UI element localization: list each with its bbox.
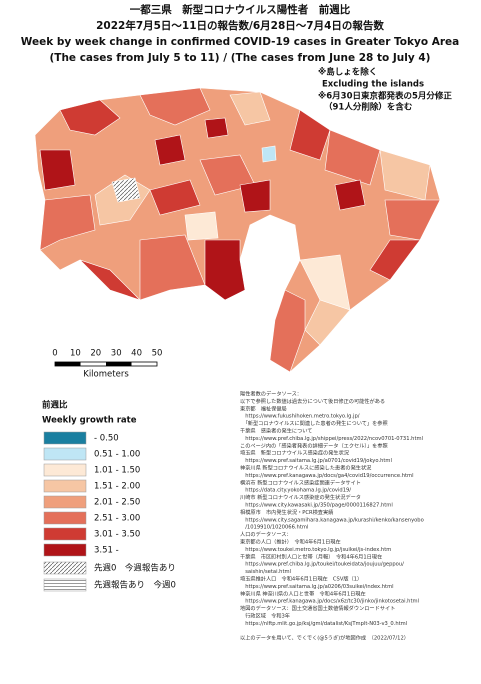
legend-swatch <box>43 495 87 509</box>
scale-bar <box>54 361 158 367</box>
legend-swatch <box>43 561 87 575</box>
source-line: saishin/setai.html <box>240 569 291 575</box>
legend-label: 1.01 - 1.50 <box>94 466 140 476</box>
source-line: https://nlftp.mlit.go.jp/ksj/gml/datalis… <box>240 621 407 627</box>
source-line: 埼玉県 新型コロナウイルス感染症の発生状況 <box>240 449 349 457</box>
source-line: 行政区域 令和3年 <box>240 612 290 620</box>
source-line: 神奈川県 神奈川県の人口と世帯 令和4年6月1日現在 <box>240 589 366 597</box>
source-line: https://data.city.yokohama.lg.jp/covid19… <box>240 488 351 494</box>
note: ※6月30日東京都発表の5月分修正 <box>318 91 452 102</box>
title-ja: 一都三県 新型コロナウイルス陽性者 前週比 <box>130 3 351 16</box>
legend-label: 先週0 今週報告あり <box>94 563 176 574</box>
scale-tick-label: 30 <box>111 349 122 359</box>
legend-label: 3.51 - <box>94 546 119 556</box>
scale-unit: Kilometers <box>83 370 129 380</box>
scale-tick-label: 40 <box>131 349 142 359</box>
source-line: https://www.pref.saitama.lg.jp/a0206/03s… <box>240 584 394 590</box>
source-line: 神奈川県 新型コロナウイルスに感染した患者の発生状況 <box>240 464 371 472</box>
source-line: https://www.pref.kanagawa.jp/docs/ga4/co… <box>240 473 414 479</box>
scale-tick-label: 10 <box>70 349 81 359</box>
source-line: 埼玉県推計人口 令和4年6月1日現在 CSV版（1） <box>240 575 362 583</box>
legend-swatch <box>43 447 87 461</box>
source-line: 相模原市 市内発生状況・PCR検査実績 <box>240 508 333 516</box>
source-line: https://www.pref.chiba.lg.jp/shippei/pre… <box>240 436 423 442</box>
source-line: 陽性者数のデータソース： <box>240 390 302 398</box>
legend-swatch <box>43 431 87 445</box>
legend-label: 2.01 - 2.50 <box>94 498 140 508</box>
scale-tick-label: 0 <box>52 349 57 359</box>
source-line: 人口のデータソース： <box>240 530 292 538</box>
legend-title-ja: 前週比 <box>42 400 68 411</box>
legend-swatch <box>43 511 87 525</box>
scale-tick-label: 50 <box>152 349 163 359</box>
legend-swatch <box>43 479 87 493</box>
title-en: Week by week change in confirmed COVID-1… <box>21 36 459 48</box>
note: Excluding the islands <box>322 80 424 90</box>
legend-label: 0.51 - 1.00 <box>94 450 140 460</box>
legend-label: 1.51 - 2.00 <box>94 482 140 492</box>
source-line: 千葉県 感染者の発生について <box>240 427 312 435</box>
legend-swatch <box>43 463 87 477</box>
subtitle-en: (The cases from July 5 to 11) / (The cas… <box>50 52 431 64</box>
source-line: 東京都の人口（推計） 令和4年6月1日現在 <box>240 538 341 546</box>
source-line: 横浜市 新型コロナウイルス感染症関連データサイト <box>240 478 361 486</box>
scale-tick-label: 20 <box>90 349 101 359</box>
source-line: https://www.pref.kanagawa.jp/docs/x6z/tc… <box>240 599 419 605</box>
source-line: https://www.pref.chiba.lg.jp/toukei/touk… <box>240 562 404 568</box>
source-line: 千葉県 市区町村別人口と世帯（月報） 令和4年6月1日現在 <box>240 552 382 560</box>
source-line: 「新型コロナウイルスに関連した患者の発生について」を参照 <box>240 419 388 427</box>
source-line: このページ内の「感染者発表の詳細データ（エクセル）」を参照 <box>240 441 388 449</box>
map <box>34 87 441 373</box>
source-line: 川崎市 新型コロナウイルス感染症の発生状況データ <box>240 493 361 501</box>
source-line: https://www.fukushihoken.metro.tokyo.lg.… <box>240 414 360 420</box>
source-line: 以上のデータを用いて、でくでく(@5うぎ)が地図作成 （2022/07/12） <box>240 634 409 642</box>
source-line: 東京都 福祉保健局 <box>240 404 287 412</box>
legend-swatch <box>43 527 87 541</box>
note: （91人分削除）を含む <box>324 102 413 113</box>
source-line: 地図のデータソース：国土交通省国土数値情報ダウンロードサイト <box>240 604 395 612</box>
legend-label: 2.51 - 3.00 <box>94 514 140 524</box>
source-line: https://www.city.sagamihara.kanagawa.jp/… <box>240 517 424 523</box>
source-line: 以下で参照した数値は過去分について後日修正の可能性がある <box>240 397 385 405</box>
legend-swatch <box>43 543 87 557</box>
legend-label: 先週報告あり 今週0 <box>94 580 176 591</box>
legend-label: 3.01 - 3.50 <box>94 530 140 540</box>
note: ※島しょを除く <box>318 67 377 78</box>
source-line: https://www.toukei.metro.tokyo.lg.jp/jsu… <box>240 547 391 553</box>
legend-swatch <box>43 578 87 592</box>
subtitle-ja: 2022年7月5日～11日の報告数/6月28日～7月4日の報告数 <box>96 19 384 32</box>
legend-title-en: Weekly growth rate <box>42 416 137 426</box>
source-line: /1019910/1020066.html <box>240 525 308 531</box>
source-line: https://www.city.kawasaki.jp/350/page/00… <box>240 503 393 509</box>
legend-label: - 0.50 <box>94 434 119 444</box>
source-line: https://www.pref.saitama.lg.jp/a0701/cov… <box>240 458 392 464</box>
